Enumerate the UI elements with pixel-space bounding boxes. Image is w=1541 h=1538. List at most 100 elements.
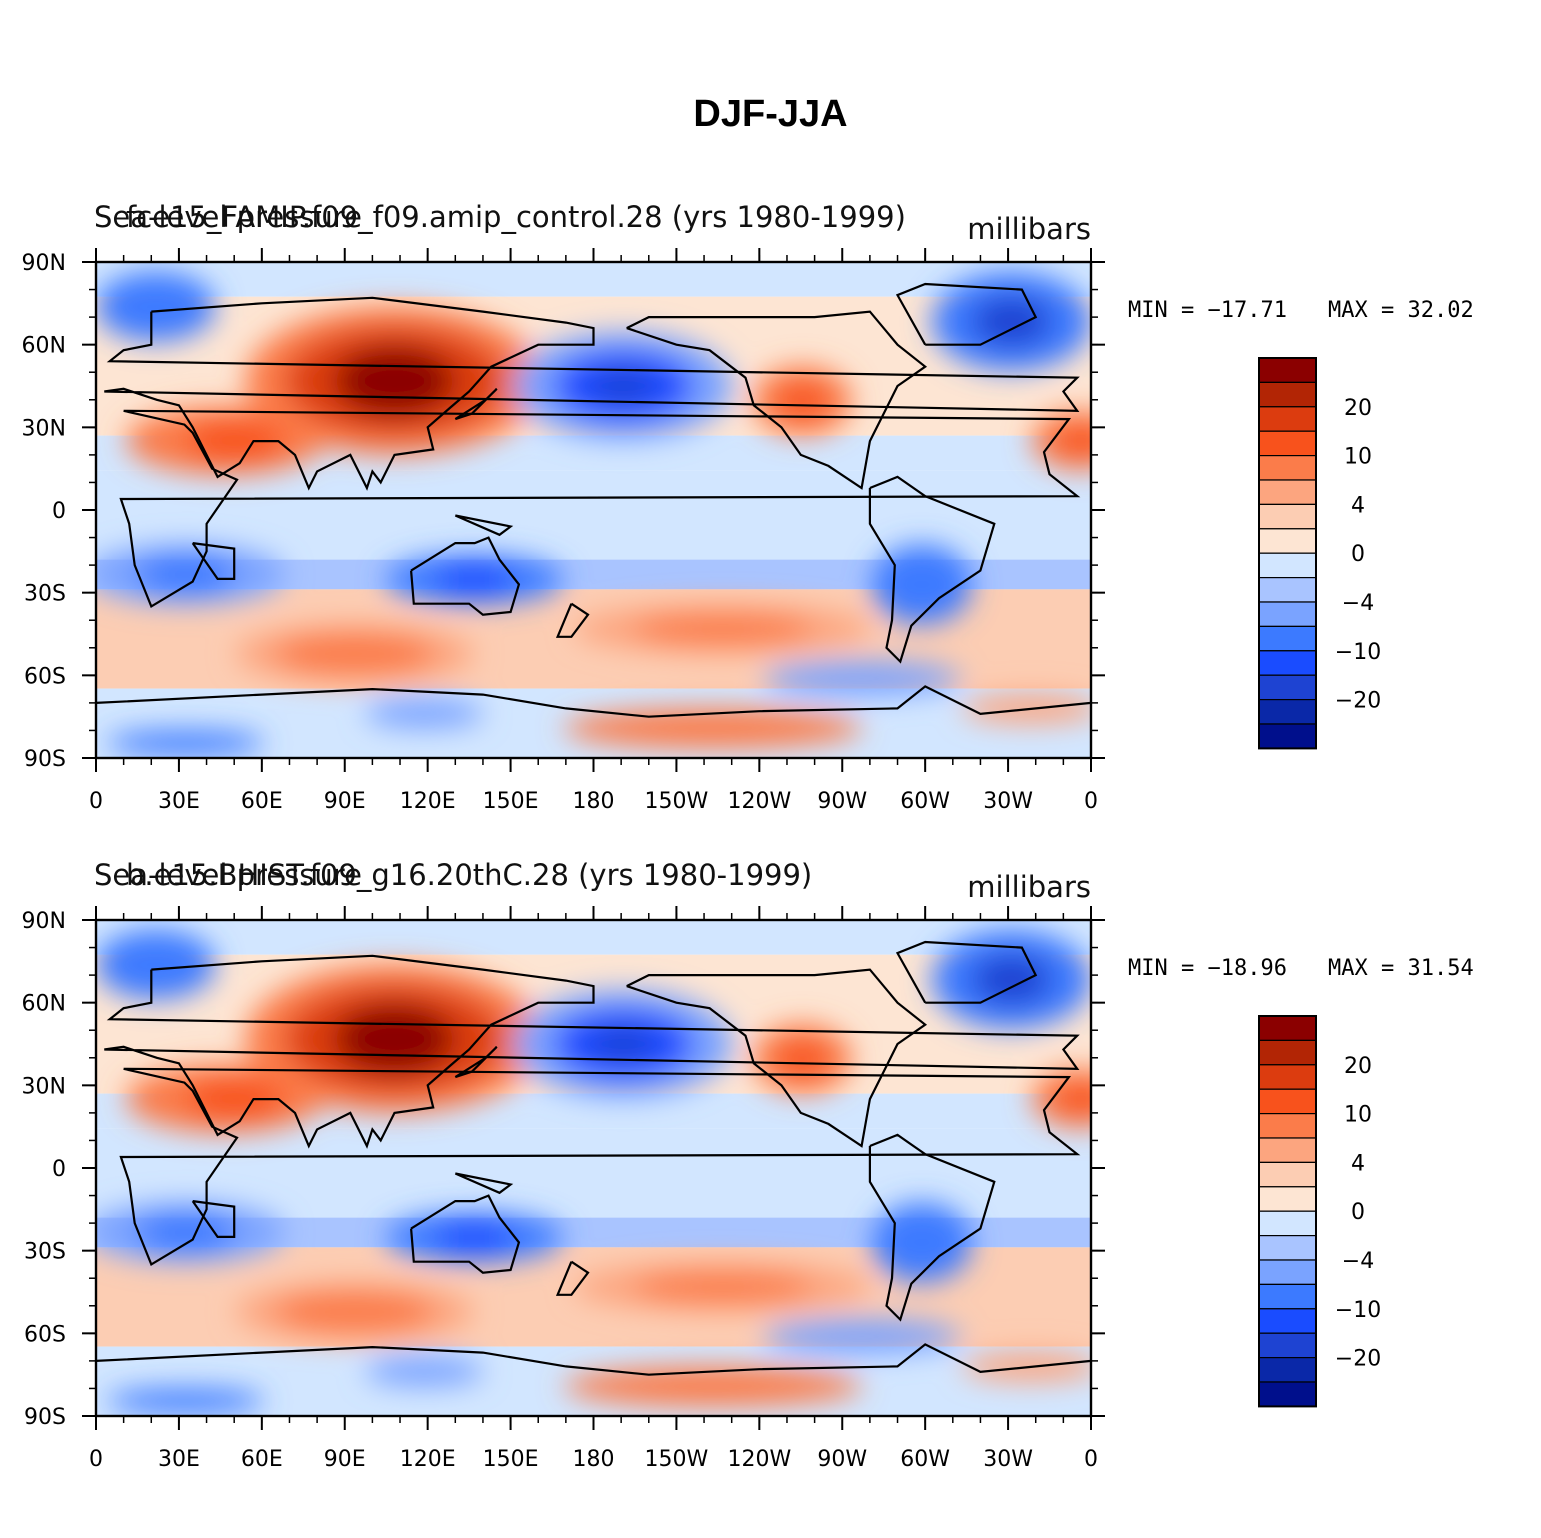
colorbar-swatch [1258, 1210, 1317, 1237]
panel-units: millibars [967, 870, 1091, 904]
continent-outline [191, 1200, 236, 1238]
continent-outline [626, 968, 928, 1148]
panel-amip-control: 0 30E 60E 90E 120E 150E 180 150W 120W 90W 60W 30W 09… [22, 200, 1474, 814]
colorbar-swatch [1258, 357, 1317, 383]
colorbar-label: −10 [1335, 640, 1381, 665]
colorbar: 20 10 4 0 −4 −10 −20 [1258, 1015, 1381, 1408]
x-tick-label: 30E [158, 789, 200, 814]
y-tick-label: 30S [24, 582, 66, 607]
anomaly-contour [633, 614, 813, 644]
anomaly-contour [593, 371, 654, 401]
colorbar-swatch [1258, 1039, 1317, 1066]
y-tick-label: 30N [22, 1074, 66, 1099]
colorbar-label: 4 [1351, 1151, 1365, 1176]
continent-outline [868, 1133, 996, 1322]
x-tick-label: 150W [645, 789, 709, 814]
colorbar-label: 10 [1344, 445, 1372, 470]
y-tick-label: 90S [24, 747, 66, 772]
continent-outline [454, 388, 498, 421]
colorbar: 20 10 4 0 −4 −10 −20 [1258, 357, 1381, 750]
continent-outline [555, 602, 590, 638]
y-tick-label: 30S [24, 1240, 66, 1265]
colorbar-swatch [1258, 1137, 1317, 1163]
colorbar-label: −10 [1335, 1298, 1381, 1323]
colorbar-frame [1258, 357, 1317, 750]
colorbar-swatch [1258, 1064, 1317, 1090]
colorbar-label: 20 [1344, 396, 1372, 421]
colorbar-swatch [1258, 503, 1317, 530]
panel-subtitle: fce15_FAMIP.f09_f09.amip_control.28 (yrs… [126, 200, 906, 234]
colorbar-swatch [1258, 455, 1317, 481]
anomaly-contour [971, 954, 1052, 1005]
colorbar-swatch [1258, 1381, 1317, 1407]
x-tick-label: 0 [89, 1447, 103, 1472]
continent-outline [626, 310, 928, 490]
colorbar-label: 20 [1344, 1054, 1372, 1079]
anomaly-contour [434, 564, 514, 595]
anomaly-contour [593, 1029, 654, 1059]
colorbar-swatch [1258, 698, 1317, 725]
anomaly-contour [334, 346, 455, 416]
panel-bhist-20thc: 0 30E 60E 90E 120E 150E 180 150W 120W 90W 60W 30W 09… [22, 858, 1474, 1472]
continent-outline [191, 542, 236, 580]
colorbar-swatch [1258, 1088, 1317, 1115]
panel-subtitle: b.e15.BHIST.f09_g16.20thC.28 (yrs 1980-1… [126, 858, 812, 892]
x-tick-label: 60E [241, 1447, 283, 1472]
anomaly-contour [633, 1272, 813, 1302]
x-tick-label: 60W [900, 1447, 950, 1472]
colorbar-frame [1258, 1015, 1317, 1408]
field-band [96, 470, 1091, 560]
colorbar-swatch [1258, 479, 1317, 505]
field-band [96, 920, 1091, 955]
continent-outline [119, 1067, 1081, 1267]
coastlines [96, 940, 1091, 1376]
y-tick-label: 60N [22, 334, 66, 359]
panel-title: Sea-level pressure [94, 858, 362, 892]
colorbar-swatch [1258, 1112, 1317, 1139]
x-tick-label: 150E [483, 789, 539, 814]
field-band [96, 262, 1091, 297]
anomaly-contour [105, 1388, 266, 1414]
min-label: MIN = −18.96 [1128, 956, 1287, 981]
anomaly-contour [135, 554, 236, 595]
colorbar-swatch [1258, 576, 1317, 603]
continent-outline [454, 1046, 498, 1079]
pressure-field [96, 920, 1091, 1416]
anomaly-contour [275, 634, 435, 674]
colorbar-label: −20 [1335, 1347, 1381, 1372]
max-label: MAX = 31.54 [1328, 956, 1474, 981]
continent-outline [895, 282, 1038, 346]
colorbar-swatch [1258, 625, 1317, 652]
anomaly-contour [762, 1319, 962, 1354]
colorbar-swatch [1258, 601, 1317, 627]
y-tick-label: 90N [22, 909, 66, 934]
colorbar-swatch [1258, 674, 1317, 701]
x-tick-label: 30E [158, 1447, 200, 1472]
x-tick-label: 90W [817, 1447, 867, 1472]
anomaly-contour [563, 1366, 863, 1407]
x-tick-label: 30W [983, 789, 1033, 814]
x-tick-label: 60W [900, 789, 950, 814]
continent-outline [119, 409, 1081, 609]
continent-outline [868, 475, 996, 664]
colorbar-swatch [1258, 1186, 1317, 1212]
colorbar-swatch [1258, 1259, 1317, 1285]
continent-outline [410, 536, 521, 616]
panel-title: Sea-level pressure [94, 200, 362, 234]
colorbar-label: 0 [1351, 542, 1365, 567]
anomaly-contour [971, 296, 1052, 347]
y-tick-label: 60S [24, 664, 66, 689]
colorbar-label: −4 [1342, 591, 1374, 616]
field-band [96, 1128, 1091, 1218]
panel-units: millibars [967, 212, 1091, 246]
continent-outline [895, 940, 1038, 1004]
min-label: MIN = −17.71 [1128, 298, 1287, 323]
anomaly-contour [1056, 425, 1091, 456]
colorbar-swatch [1258, 650, 1317, 676]
colorbar-swatch [1258, 1356, 1317, 1383]
x-tick-label: 90W [817, 789, 867, 814]
x-tick-label: 30W [983, 1447, 1033, 1472]
colorbar-swatch [1258, 1234, 1317, 1261]
colorbar-swatch [1258, 1015, 1317, 1041]
max-label: MAX = 32.02 [1328, 298, 1474, 323]
